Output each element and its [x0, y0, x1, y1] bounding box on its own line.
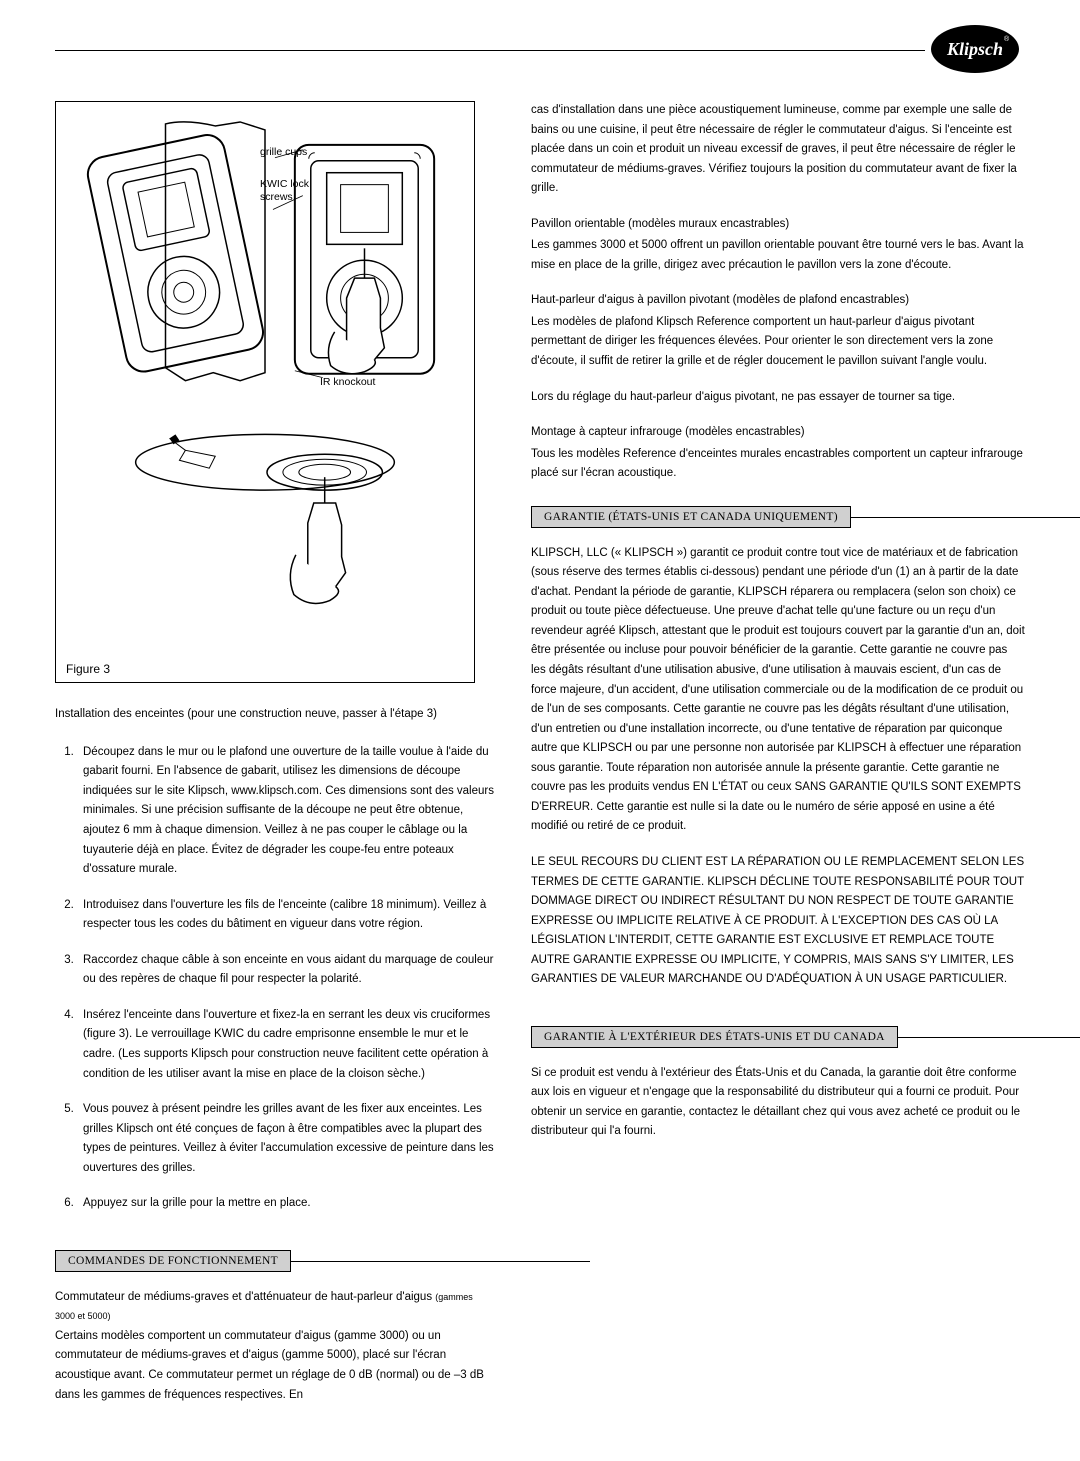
callout-ir-knockout: IR knockout: [320, 376, 375, 389]
heading-commandes: COMMANDES DE FONCTIONNEMENT: [55, 1250, 291, 1272]
para-montage: Tous les modèles Reference d'enceintes m…: [531, 445, 1025, 484]
para-pavillon: Les gammes 3000 et 5000 offrent un pavil…: [531, 236, 1025, 275]
step-3: Raccordez chaque câble à son enceinte en…: [77, 951, 495, 990]
logo-text: Klipsch: [946, 39, 1003, 59]
figure-caption: Figure 3: [66, 662, 464, 676]
page-columns: grille cups KWIC lock screws IR knockout…: [55, 101, 1025, 1421]
install-steps: Découpez dans le mur ou le plafond une o…: [55, 743, 495, 1214]
install-intro: Installation des enceintes (pour une con…: [55, 705, 495, 725]
commutateur-text: Certains modèles comportent un commutate…: [55, 1330, 484, 1401]
callout-grille-cups: grille cups: [260, 146, 307, 159]
subhead-pavillon: Pavillon orientable (modèles muraux enca…: [531, 215, 1025, 235]
para-haut-parleur: Les modèles de plafond Klipsch Reference…: [531, 313, 1025, 372]
callout-kwic-lock: KWIC lock screws: [260, 178, 320, 203]
figure-3-box: grille cups KWIC lock screws IR knockout…: [55, 101, 475, 683]
step-2: Introduisez dans l'ouverture les fils de…: [77, 896, 495, 935]
svg-text:®: ®: [1004, 35, 1010, 43]
brand-logo: Klipsch ®: [925, 23, 1025, 75]
heading-garantie-ext: GARANTIE À L'EXTÉRIEUR DES ÉTATS-UNIS ET…: [531, 1026, 898, 1048]
subhead-montage: Montage à capteur infrarouge (modèles en…: [531, 423, 1025, 443]
para-warning: Lors du réglage du haut-parleur d'aigus …: [531, 388, 1025, 408]
para-garantie-ext: Si ce produit est vendu à l'extérieur de…: [531, 1064, 1025, 1142]
para-garantie-2: LE SEUL RECOURS DU CLIENT EST LA RÉPARAT…: [531, 853, 1025, 990]
commutateur-label: Commutateur de médiums-graves et d'attén…: [55, 1291, 432, 1303]
subhead-haut-parleur: Haut-parleur d'aigus à pavillon pivotant…: [531, 291, 1025, 311]
left-column: grille cups KWIC lock screws IR knockout…: [55, 101, 495, 1421]
step-5: Vous pouvez à présent peindre les grille…: [77, 1100, 495, 1178]
step-6: Appuyez sur la grille pour la mettre en …: [77, 1194, 495, 1214]
step-1: Découpez dans le mur ou le plafond une o…: [77, 743, 495, 880]
right-column: cas d'installation dans une pièce acoust…: [531, 101, 1025, 1421]
heading-garantie-us: GARANTIE (ÉTATS-UNIS ET CANADA UNIQUEMEN…: [531, 506, 851, 528]
para-garantie-1: KLIPSCH, LLC (« KLIPSCH ») garantit ce p…: [531, 544, 1025, 837]
step-4: Insérez l'enceinte dans l'ouverture et f…: [77, 1006, 495, 1084]
commutateur-para: Commutateur de médiums-graves et d'attén…: [55, 1288, 495, 1405]
